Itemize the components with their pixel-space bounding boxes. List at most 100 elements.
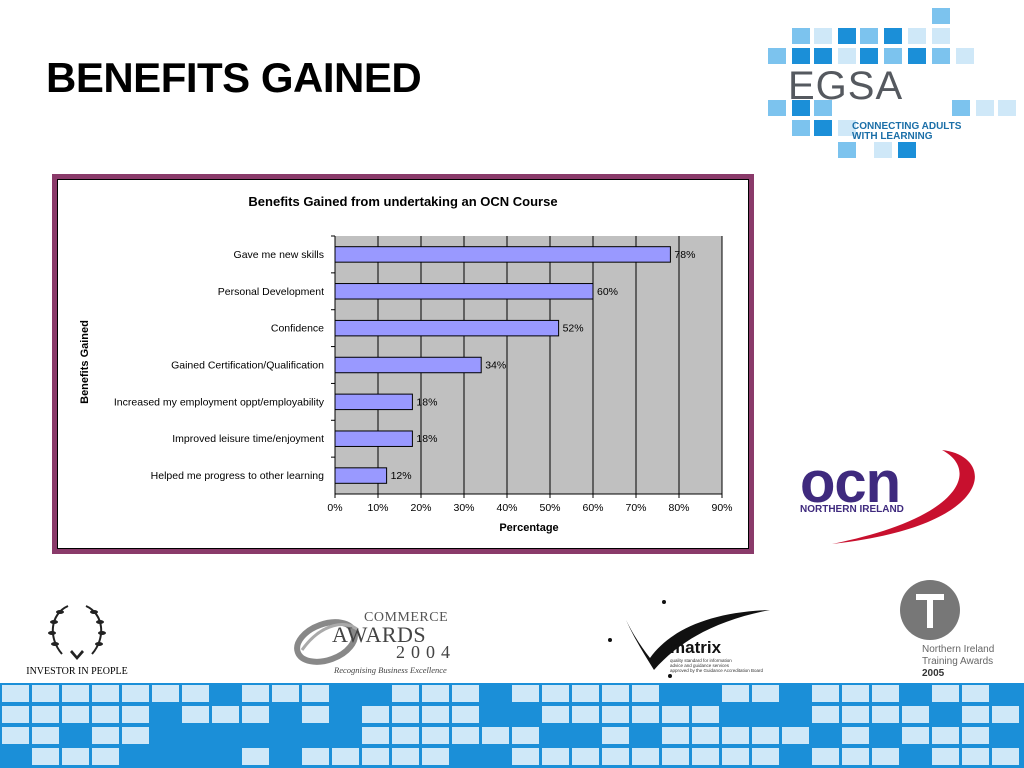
- band-tile: [632, 706, 659, 723]
- band-tile: [392, 748, 419, 765]
- band-tile: [602, 706, 629, 723]
- category-label: Improved leisure time/enjoyment: [172, 433, 324, 445]
- egsa-logo-name: EGSA: [788, 64, 904, 108]
- t-circle-icon: [900, 580, 960, 640]
- egsa-tile: [874, 142, 892, 158]
- x-tick-label: 60%: [582, 502, 603, 514]
- band-tile: [722, 685, 749, 702]
- egsa-tile: [792, 48, 810, 64]
- band-tile: [362, 706, 389, 723]
- band-tile: [92, 706, 119, 723]
- band-tile: [542, 748, 569, 765]
- ni-training-awards-line1: Northern Ireland: [922, 644, 995, 655]
- egsa-tile: [792, 120, 810, 136]
- band-tile: [842, 748, 869, 765]
- band-tile: [632, 685, 659, 702]
- band-tile: [842, 685, 869, 702]
- ecommerce-awards-tagline: Recognising Business Excellence: [334, 665, 447, 675]
- band-tile: [722, 727, 749, 744]
- category-label: Gained Certification/Qualification: [171, 360, 324, 372]
- band-tile: [782, 727, 809, 744]
- ocn-logo: ocn NORTHERN IRELAND: [792, 448, 992, 548]
- band-tile: [2, 727, 29, 744]
- band-tile: [932, 685, 959, 702]
- x-tick-label: 0%: [327, 502, 342, 514]
- x-tick-label: 10%: [367, 502, 388, 514]
- egsa-tile: [814, 100, 832, 116]
- bar: [334, 467, 388, 484]
- ni-training-awards-logo: Northern Ireland Training Awards 2005: [896, 578, 1006, 682]
- band-tile: [32, 706, 59, 723]
- egsa-tile: [956, 48, 974, 64]
- band-tile: [62, 706, 89, 723]
- category-label: Gave me new skills: [234, 249, 324, 261]
- band-tile: [572, 748, 599, 765]
- band-tile: [602, 685, 629, 702]
- egsa-tile: [838, 28, 856, 44]
- investor-in-people-text: INVESTOR IN PEOPLE: [26, 666, 128, 677]
- egsa-tile: [932, 8, 950, 24]
- egsa-tile: [998, 100, 1016, 116]
- band-tile: [32, 727, 59, 744]
- band-tile: [122, 727, 149, 744]
- egsa-tile: [932, 48, 950, 64]
- band-tile: [932, 727, 959, 744]
- bar: [334, 246, 671, 263]
- band-tile: [152, 685, 179, 702]
- band-tile: [242, 706, 269, 723]
- band-tile: [92, 685, 119, 702]
- matrix-small-line2: advice and guidance services: [670, 663, 730, 668]
- band-tile: [512, 748, 539, 765]
- egsa-tile: [838, 120, 856, 136]
- band-tile: [392, 727, 419, 744]
- data-label: 60%: [597, 286, 618, 298]
- band-tile: [572, 685, 599, 702]
- x-tick-label: 80%: [668, 502, 689, 514]
- egsa-tile: [768, 100, 786, 116]
- band-tile: [422, 685, 449, 702]
- egsa-tagline-line1: CONNECTING ADULTS: [852, 121, 962, 132]
- matrix-logo-name: matrix: [670, 638, 722, 657]
- band-tile: [392, 706, 419, 723]
- band-tile: [332, 748, 359, 765]
- band-tile: [2, 685, 29, 702]
- egsa-tile: [814, 48, 832, 64]
- band-tile: [842, 706, 869, 723]
- bar: [334, 356, 482, 374]
- egsa-tile: [884, 48, 902, 64]
- band-tile: [962, 748, 989, 765]
- band-tile: [302, 706, 329, 723]
- egsa-tile: [792, 28, 810, 44]
- band-tile: [452, 727, 479, 744]
- band-tile: [752, 685, 779, 702]
- ni-training-awards-text: Northern Ireland Training Awards 2005: [922, 644, 994, 680]
- ocn-logo-name: ocn: [800, 450, 901, 515]
- band-tile: [122, 685, 149, 702]
- ni-training-awards-line2: Training Awards: [922, 656, 994, 667]
- band-tile: [212, 706, 239, 723]
- band-tile: [662, 727, 689, 744]
- band-tile: [122, 706, 149, 723]
- egsa-tile: [768, 48, 786, 64]
- category-label: Increased my employment oppt/employabili…: [114, 396, 325, 408]
- egsa-tile: [860, 28, 878, 44]
- egsa-tile: [814, 28, 832, 44]
- laurel-wreath-icon: [48, 605, 106, 660]
- band-tile: [962, 727, 989, 744]
- egsa-logo: EGSA CONNECTING ADULTS WITH LEARNING: [768, 8, 1018, 164]
- x-tick-label: 90%: [711, 502, 732, 514]
- band-tile: [692, 706, 719, 723]
- band-tile: [602, 727, 629, 744]
- egsa-tile: [898, 142, 916, 158]
- band-tile: [182, 706, 209, 723]
- band-tile: [422, 748, 449, 765]
- bar: [334, 393, 413, 411]
- band-tile: [962, 685, 989, 702]
- data-label: 78%: [674, 249, 695, 261]
- egsa-tile: [838, 142, 856, 158]
- data-label: 18%: [416, 433, 437, 445]
- band-tile: [512, 727, 539, 744]
- ecommerce-awards-line1: COMMERCE: [364, 610, 449, 625]
- band-tile: [422, 727, 449, 744]
- slide-title: BENEFITS GAINED: [46, 54, 422, 101]
